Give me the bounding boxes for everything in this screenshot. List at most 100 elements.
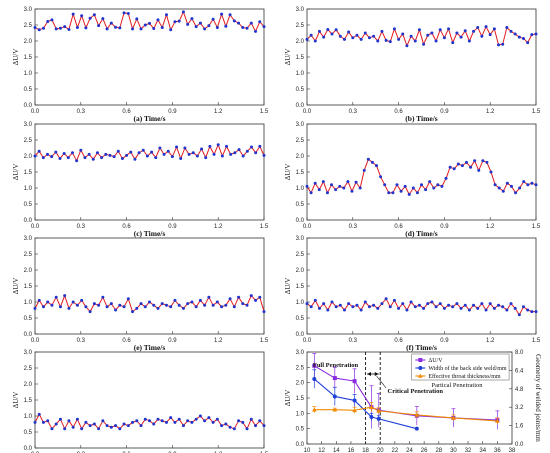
y-tick-label: 3.0 [296, 350, 305, 356]
data-point [254, 29, 258, 33]
x-tick-label: 0.9 [440, 338, 449, 344]
data-segment [209, 146, 215, 155]
legend-marker [418, 366, 423, 370]
y-tick-label: 2.0 [296, 39, 305, 45]
data-point [83, 156, 87, 160]
y-tick-label: 3.0 [24, 350, 33, 356]
y-tick-label: 1.0 [24, 414, 33, 420]
data-point [438, 28, 442, 32]
data-segment [445, 167, 451, 179]
data-point [194, 417, 198, 421]
data-segment [72, 152, 78, 162]
data-point [309, 305, 313, 309]
data-point [164, 13, 168, 17]
data-point [173, 298, 177, 302]
legend-label: Effective throat thickness/mm [428, 373, 501, 380]
data-segment [435, 29, 441, 42]
data-segment [205, 146, 211, 158]
data-segment [165, 14, 172, 30]
data-point [424, 188, 428, 192]
data-segment [468, 31, 475, 42]
data-point [522, 36, 526, 40]
data-point [387, 191, 391, 195]
legend-label: Width of the back side weld/mm [428, 365, 507, 372]
data-point [215, 300, 219, 304]
data-point [148, 419, 151, 423]
data-point [220, 154, 224, 158]
data-segment [246, 295, 252, 306]
x-tick-label: 1.2 [486, 109, 495, 115]
data-segment [182, 11, 189, 25]
data-point [137, 151, 141, 155]
data-point [84, 305, 88, 309]
x-tick-label: 0.9 [168, 109, 177, 115]
data-segment [414, 29, 420, 42]
data-point [472, 303, 476, 307]
data-point [359, 308, 363, 312]
data-point [133, 157, 137, 161]
data-segment [119, 12, 125, 29]
data-point [33, 26, 37, 30]
x-tick-label: 0.0 [303, 109, 312, 115]
x-tick-label: 1.5 [260, 224, 269, 230]
data-point [190, 300, 194, 304]
data-point [211, 17, 215, 21]
data-point [118, 26, 122, 30]
y-tick-label: 1.5 [296, 284, 305, 290]
data-point [122, 305, 126, 309]
x-tick-label: 1.2 [214, 109, 223, 115]
data-point [509, 302, 513, 306]
data-point [237, 21, 241, 25]
y-tick-label: 3.0 [24, 7, 33, 13]
series-point [352, 407, 357, 413]
data-point [442, 36, 446, 40]
panel-b: 0.0 0.5 1.0 1.5 2.0 2.5 3.0 0.0 0.3 0.6 0.9 1.2 1.5 Δ… [284, 7, 541, 123]
data-point [262, 153, 266, 157]
data-point [135, 306, 139, 310]
data-point [170, 155, 174, 159]
data-point [152, 303, 156, 307]
data-point [370, 160, 374, 164]
data-point [367, 305, 371, 309]
data-point [126, 297, 130, 301]
data-segment [452, 32, 458, 43]
data-point [220, 424, 224, 428]
data-point [156, 306, 160, 310]
data-point [228, 297, 232, 301]
data-point [526, 41, 530, 45]
data-point [245, 427, 249, 431]
data-point [120, 157, 124, 161]
data-point [403, 184, 407, 188]
data-point [75, 159, 79, 163]
data-segment [406, 301, 412, 311]
data-point [459, 306, 463, 310]
data-point [237, 148, 241, 152]
y-axis-label: ΔU/V [12, 49, 20, 66]
data-point [254, 424, 258, 428]
data-point [405, 308, 409, 312]
data-point [391, 191, 395, 195]
series-point [332, 407, 338, 412]
data-point [67, 419, 71, 423]
data-point [309, 191, 313, 195]
y2-tick-label: 6.4 [515, 368, 524, 374]
x-tick-label: 18 [362, 448, 369, 453]
data-point [37, 412, 41, 416]
series-point [414, 412, 420, 417]
y2-tick-label: 0.0 [515, 442, 524, 448]
y-tick-label: 0.5 [296, 427, 305, 433]
data-point [131, 420, 135, 424]
data-segment [98, 420, 104, 430]
data-point [380, 302, 384, 306]
data-point [262, 424, 266, 428]
data-segment [212, 19, 218, 28]
data-segment [493, 28, 500, 45]
data-point [41, 26, 45, 30]
data-point [347, 30, 351, 34]
y-tick-label: 0.5 [296, 316, 305, 322]
data-point [177, 19, 181, 23]
data-point [514, 191, 518, 195]
data-point [330, 183, 334, 187]
data-point [434, 305, 438, 309]
data-point [395, 183, 399, 187]
